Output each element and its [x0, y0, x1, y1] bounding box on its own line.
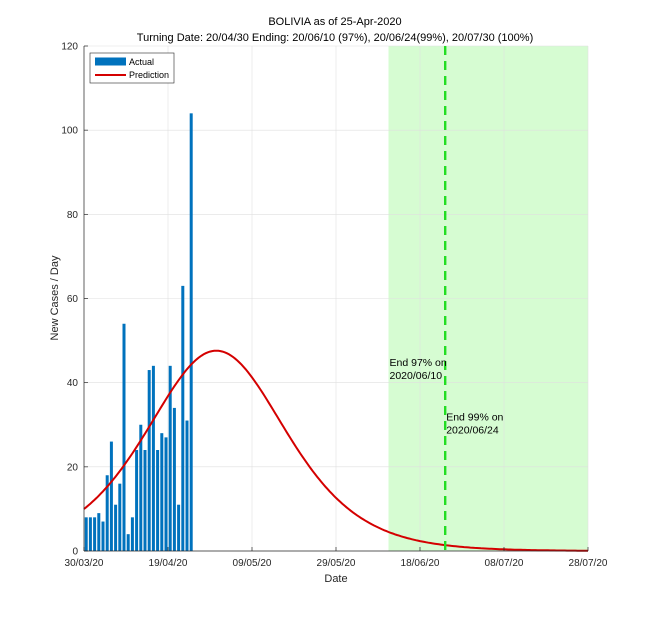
- y-tick-label: 0: [72, 547, 78, 558]
- actual-bar: [177, 504, 181, 551]
- actual-bar: [156, 450, 160, 551]
- y-tick-label: 20: [67, 462, 79, 473]
- chart-title: BOLIVIA as of 25-Apr-2020: [268, 16, 401, 28]
- legend-actual-label: Actual: [129, 57, 154, 67]
- actual-bar: [185, 420, 189, 551]
- actual-bar: [181, 285, 185, 551]
- actual-bar: [114, 504, 118, 551]
- annotation-text: End 99% on: [446, 412, 503, 424]
- actual-bar: [143, 450, 147, 551]
- actual-bar: [151, 365, 155, 551]
- actual-bar: [126, 534, 130, 551]
- actual-bar: [105, 475, 109, 551]
- actual-bar: [147, 370, 151, 551]
- actual-bar: [84, 517, 88, 551]
- actual-bar: [135, 450, 139, 551]
- actual-bar: [164, 437, 168, 551]
- legend-actual-swatch: [95, 57, 126, 66]
- x-tick-label: 28/07/20: [569, 558, 608, 569]
- actual-bar: [168, 365, 172, 551]
- actual-bar: [160, 433, 164, 551]
- y-tick-label: 60: [67, 294, 79, 305]
- annotation-text: 2020/06/24: [446, 425, 499, 437]
- actual-bar: [101, 521, 105, 551]
- actual-bar: [139, 424, 143, 551]
- x-tick-label: 30/03/20: [65, 558, 104, 569]
- actual-bar: [122, 323, 126, 551]
- y-axis-label: New Cases / Day: [49, 255, 61, 340]
- y-tick-label: 120: [61, 42, 78, 53]
- x-axis-label: Date: [324, 573, 347, 585]
- legend-prediction-label: Prediction: [129, 70, 169, 80]
- annotation-text: End 97% on: [390, 357, 447, 369]
- actual-bar: [130, 517, 134, 551]
- actual-bar: [93, 517, 97, 551]
- legend: Actual Prediction: [89, 52, 175, 84]
- annotation-text: 2020/06/10: [390, 370, 443, 382]
- x-tick-label: 08/07/20: [485, 558, 524, 569]
- y-tick-label: 80: [67, 210, 79, 221]
- actual-bar: [172, 407, 176, 551]
- chart-subtitle: Turning Date: 20/04/30 Ending: 20/06/10 …: [137, 32, 533, 44]
- x-tick-label: 18/06/20: [401, 558, 440, 569]
- actual-bar: [88, 517, 92, 551]
- actual-bar: [118, 483, 122, 551]
- x-tick-label: 09/05/20: [233, 558, 272, 569]
- y-tick-label: 40: [67, 378, 79, 389]
- actual-bar: [97, 513, 101, 551]
- actual-bar: [109, 441, 113, 551]
- x-tick-label: 29/05/20: [317, 558, 356, 569]
- y-tick-label: 100: [61, 126, 78, 137]
- x-tick-label: 19/04/20: [149, 558, 188, 569]
- actual-bar: [189, 113, 193, 551]
